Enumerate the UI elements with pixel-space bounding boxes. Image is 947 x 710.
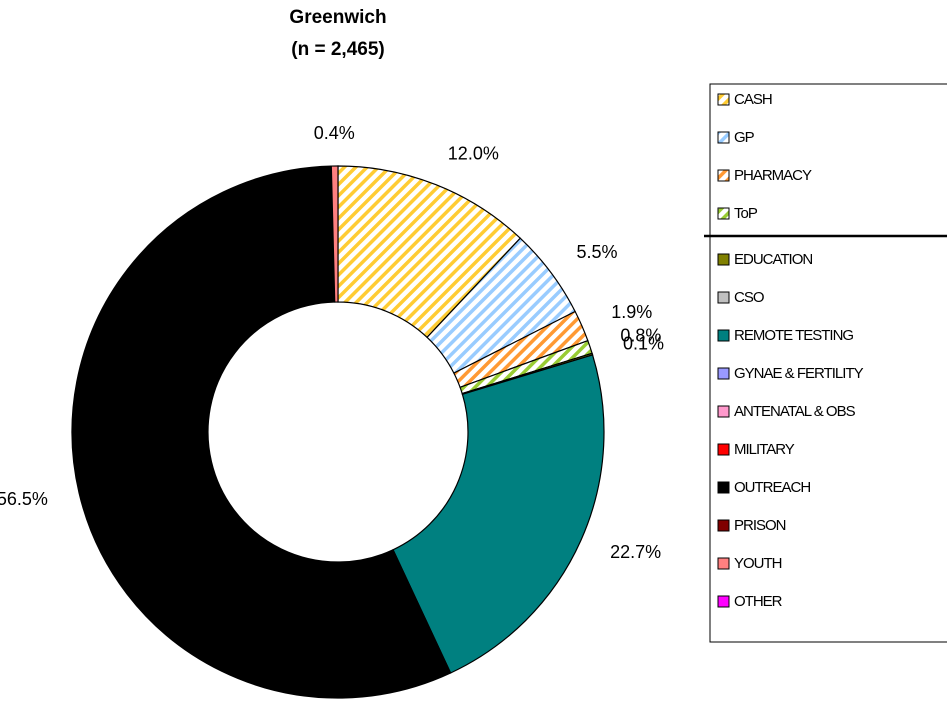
legend-swatch xyxy=(717,481,730,494)
legend-swatch xyxy=(717,93,730,106)
legend-label: GYNAE & FERTILITY xyxy=(734,365,864,382)
donut-slice xyxy=(330,165,339,303)
data-label: 12.0% xyxy=(448,144,499,164)
legend-label: REMOTE TESTING xyxy=(734,327,853,344)
legend-swatch xyxy=(717,519,730,532)
legend-swatch xyxy=(717,169,730,182)
legend-label: EDUCATION xyxy=(734,251,812,268)
legend-label: PRISON xyxy=(734,517,786,534)
chart-title: Greenwich xyxy=(289,7,386,28)
legend-label: YOUTH xyxy=(734,555,782,572)
legend-swatch xyxy=(717,557,730,570)
data-label: 0.1% xyxy=(623,333,664,353)
legend-swatch xyxy=(717,291,730,304)
legend-label: PHARMACY xyxy=(734,167,812,184)
donut-slice xyxy=(71,165,452,699)
legend-box xyxy=(709,83,947,643)
legend-swatch xyxy=(717,131,730,144)
chart-subtitle: (n = 2,465) xyxy=(291,39,384,60)
data-label: 1.9% xyxy=(611,302,652,322)
legend-label: CASH xyxy=(734,91,772,108)
donut-slice xyxy=(392,354,605,674)
legend-swatch xyxy=(717,207,730,220)
legend-label: GP xyxy=(734,129,755,146)
legend-label: OUTREACH xyxy=(734,479,810,496)
legend-swatch xyxy=(717,405,730,418)
data-label: 0.8% xyxy=(620,325,661,345)
legend-swatch xyxy=(717,595,730,608)
legend-label: ANTENATAL & OBS xyxy=(734,403,856,420)
data-label: 0.4% xyxy=(314,123,355,143)
data-label: 22.7% xyxy=(610,542,661,562)
legend-label: CSO xyxy=(734,289,764,306)
data-label: 5.5% xyxy=(576,242,617,262)
legend-label: OTHER xyxy=(734,593,783,610)
legend-swatch xyxy=(717,367,730,380)
legend-label: MILITARY xyxy=(734,441,795,458)
data-label: 56.5% xyxy=(0,489,48,509)
legend-swatch xyxy=(717,329,730,342)
legend-swatch xyxy=(717,443,730,456)
legend-label: ToP xyxy=(734,205,758,222)
legend-swatch xyxy=(717,253,730,266)
